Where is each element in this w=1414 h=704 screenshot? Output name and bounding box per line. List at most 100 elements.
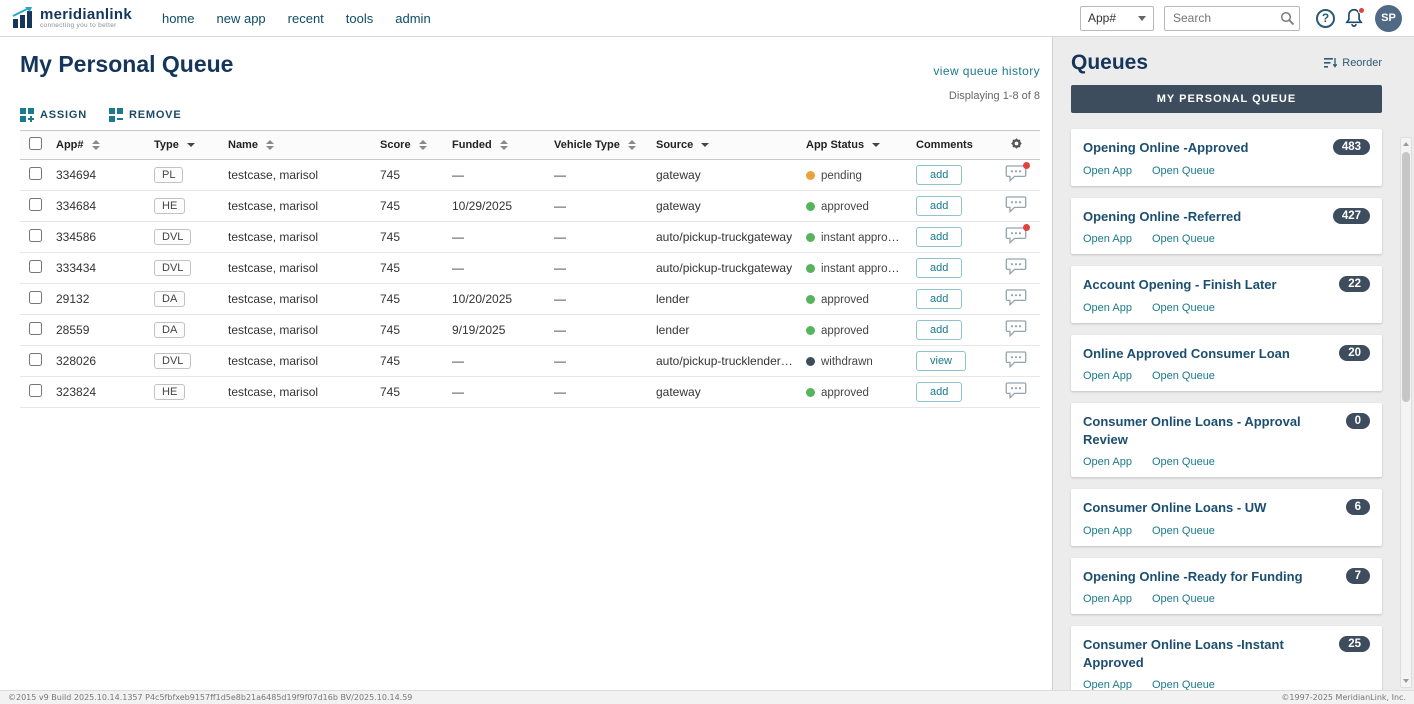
meridianlink-logo[interactable]: meridianlink connecting you to better <box>12 7 132 29</box>
remove-button[interactable]: Remove <box>108 108 181 122</box>
sort-icon[interactable] <box>418 140 427 151</box>
row-checkbox[interactable] <box>28 291 42 304</box>
comments-bubble-icon[interactable] <box>1005 382 1027 400</box>
open-app-link[interactable]: Open App <box>1083 233 1132 246</box>
comment-action-button[interactable]: view <box>916 351 967 371</box>
sidebar-scrollbar[interactable] <box>1400 137 1412 688</box>
comments-bubble-icon[interactable] <box>1005 224 1030 245</box>
queue-name-link[interactable]: Opening Online -Referred <box>1083 208 1242 224</box>
comments-bubble-icon[interactable] <box>1005 320 1027 338</box>
open-queue-link[interactable]: Open Queue <box>1151 679 1215 692</box>
comment-action-button[interactable]: add <box>916 382 963 402</box>
assign-button[interactable]: Assign <box>20 108 87 122</box>
open-queue-link[interactable]: Open Queue <box>1151 524 1215 537</box>
comment-action-button[interactable]: add <box>916 289 963 309</box>
applicant-name-link[interactable]: testcase, marisol <box>228 199 319 213</box>
column-header[interactable]: Vehicle Type <box>548 130 650 160</box>
applicant-name-link[interactable]: testcase, marisol <box>228 385 319 399</box>
row-checkbox[interactable] <box>28 229 42 242</box>
queue-name-link[interactable]: Consumer Online Loans - UW <box>1083 500 1267 516</box>
row-checkbox[interactable] <box>28 353 42 366</box>
column-header[interactable]: App Status <box>800 130 910 160</box>
help-icon[interactable]: ? <box>1316 8 1335 28</box>
comments-bubble-icon[interactable] <box>1005 196 1027 214</box>
column-header[interactable]: Type <box>148 130 222 160</box>
select-all-checkbox[interactable] <box>28 137 42 150</box>
open-queue-link[interactable]: Open Queue <box>1151 301 1215 314</box>
comments-bubble-icon[interactable] <box>1005 258 1027 276</box>
my-personal-queue-button[interactable]: My Personal Queue <box>1071 85 1382 113</box>
app-number-link[interactable]: 29132 <box>56 292 90 306</box>
comment-action-button[interactable]: add <box>916 258 963 278</box>
column-header[interactable]: Funded <box>446 130 548 160</box>
applicant-name-link[interactable]: testcase, marisol <box>228 261 319 275</box>
scrollbar-thumb[interactable] <box>1402 152 1410 402</box>
column-header[interactable]: Score <box>374 130 446 160</box>
open-queue-link[interactable]: Open Queue <box>1151 370 1215 383</box>
queue-name-link[interactable]: Opening Online -Ready for Funding <box>1083 568 1303 584</box>
applicant-name-link[interactable]: testcase, marisol <box>228 292 319 306</box>
comment-action-button[interactable]: add <box>916 320 963 340</box>
menu-item[interactable]: home <box>161 10 195 26</box>
queue-name-link[interactable]: Account Opening - Finish Later <box>1083 277 1277 293</box>
open-app-link[interactable]: Open App <box>1083 370 1132 383</box>
sort-active-icon[interactable] <box>872 143 881 148</box>
sort-icon[interactable] <box>499 140 508 151</box>
sort-icon[interactable] <box>627 140 636 151</box>
row-checkbox[interactable] <box>28 260 42 273</box>
comments-bubble-icon[interactable] <box>1005 162 1030 183</box>
search-input[interactable] <box>1164 5 1300 31</box>
row-checkbox[interactable] <box>28 198 42 211</box>
comments-bubble-icon[interactable] <box>1005 289 1027 307</box>
open-queue-link[interactable]: Open Queue <box>1151 456 1215 469</box>
queue-name-link[interactable]: Opening Online -Approved <box>1083 140 1249 155</box>
comment-action-button[interactable]: add <box>916 227 963 247</box>
reorder-control[interactable]: Reorder <box>1324 57 1382 69</box>
table-settings-gear-icon[interactable] <box>1009 136 1024 151</box>
menu-item[interactable]: admin <box>395 10 431 26</box>
app-number-link[interactable]: 334694 <box>56 168 97 182</box>
open-app-link[interactable]: Open App <box>1083 524 1132 537</box>
sort-icon[interactable] <box>91 140 100 151</box>
applicant-name-link[interactable]: testcase, marisol <box>228 230 319 244</box>
row-checkbox[interactable] <box>28 322 42 335</box>
applicant-name-link[interactable]: testcase, marisol <box>228 354 319 368</box>
comment-action-button[interactable]: add <box>916 165 963 185</box>
comments-bubble-icon[interactable] <box>1005 351 1027 369</box>
open-app-link[interactable]: Open App <box>1083 593 1132 606</box>
scroll-up-arrow[interactable] <box>1401 138 1411 150</box>
open-app-link[interactable]: Open App <box>1083 456 1132 469</box>
sort-active-icon[interactable] <box>186 143 195 148</box>
sort-active-icon[interactable] <box>701 143 710 148</box>
row-checkbox[interactable] <box>28 384 42 397</box>
column-header[interactable]: Name <box>222 130 374 160</box>
applicant-name-link[interactable]: testcase, marisol <box>228 168 319 182</box>
applicant-name-link[interactable]: testcase, marisol <box>228 323 319 337</box>
column-header[interactable]: Source <box>650 130 800 160</box>
menu-item[interactable]: tools <box>345 10 374 26</box>
menu-item[interactable]: new app <box>216 10 266 26</box>
app-number-link[interactable]: 28559 <box>56 323 90 337</box>
app-number-link[interactable]: 334684 <box>56 199 97 213</box>
app-number-link[interactable]: 334586 <box>56 230 97 244</box>
open-queue-link[interactable]: Open Queue <box>1151 593 1215 606</box>
open-app-link[interactable]: Open App <box>1083 679 1132 692</box>
open-app-link[interactable]: Open App <box>1083 164 1132 177</box>
sort-icon[interactable] <box>266 140 275 151</box>
app-number-link[interactable]: 328026 <box>56 354 97 368</box>
search-type-select[interactable]: App# <box>1080 5 1154 31</box>
column-header[interactable]: Comments <box>910 130 992 160</box>
menu-item[interactable]: recent <box>287 10 324 26</box>
queue-name-link[interactable]: Consumer Online Loans - Approval Review <box>1083 414 1301 447</box>
app-number-link[interactable]: 333434 <box>56 261 97 275</box>
app-number-link[interactable]: 323824 <box>56 385 97 399</box>
queue-name-link[interactable]: Online Approved Consumer Loan <box>1083 345 1290 361</box>
queue-name-link[interactable]: Consumer Online Loans -Instant Approved <box>1083 637 1284 670</box>
scroll-down-arrow[interactable] <box>1401 675 1411 687</box>
open-queue-link[interactable]: Open Queue <box>1151 233 1215 246</box>
user-avatar[interactable]: SP <box>1375 4 1402 32</box>
view-queue-history-link[interactable]: view queue history <box>933 64 1040 78</box>
open-app-link[interactable]: Open App <box>1083 301 1132 314</box>
column-header[interactable]: App# <box>50 130 148 160</box>
comment-action-button[interactable]: add <box>916 196 963 216</box>
